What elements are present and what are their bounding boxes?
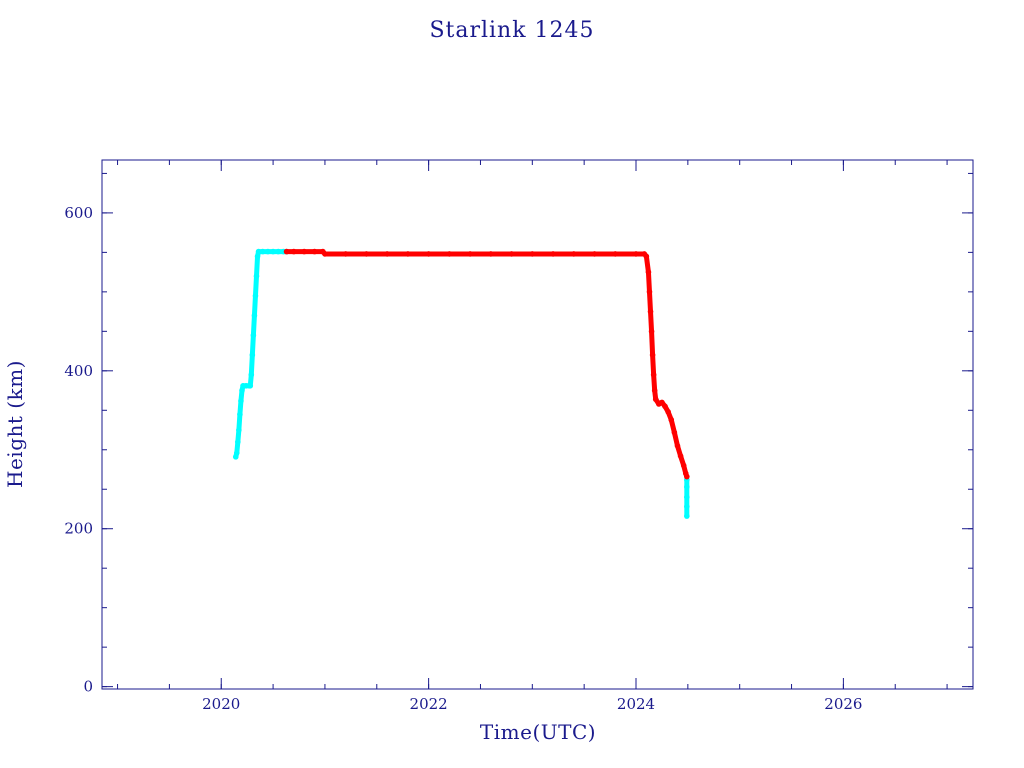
data-point [529, 251, 536, 257]
x-tick-label: 2022 [410, 695, 448, 713]
data-point [342, 251, 349, 257]
data-point [508, 251, 515, 257]
data-point [250, 332, 257, 339]
data-point [649, 352, 656, 358]
data-point [255, 248, 262, 255]
y-axis-label: Height (km) [3, 360, 27, 488]
plot-frame [101, 159, 974, 690]
data-point [283, 248, 290, 255]
data-point [684, 473, 690, 480]
data-point [659, 399, 665, 406]
data-point [652, 396, 659, 403]
chart-title: Starlink 1245 [429, 18, 594, 43]
data-point [467, 251, 473, 257]
x-tick-label: 2024 [617, 695, 655, 713]
data-point [651, 387, 658, 394]
data-point [254, 253, 261, 260]
data-point [591, 251, 598, 257]
data-point [265, 248, 271, 255]
series-0 [232, 248, 690, 519]
data-point [647, 308, 654, 315]
data-point [633, 251, 639, 257]
major-ticks [102, 160, 973, 689]
data-point [677, 453, 684, 459]
series-1 [283, 248, 690, 480]
data-point [237, 411, 243, 418]
data-point [405, 251, 411, 257]
data-point [665, 409, 671, 415]
series-line [284, 249, 690, 480]
data-point [236, 427, 242, 433]
data-point [270, 248, 276, 255]
x-tick-label: 2020 [202, 695, 240, 713]
data-point [645, 269, 652, 275]
data-point [650, 371, 657, 378]
data-point [363, 251, 370, 257]
data-point [322, 251, 328, 257]
data-point [684, 513, 690, 519]
data-point [648, 328, 655, 335]
series-line [233, 249, 290, 460]
y-tick-label: 400 [64, 362, 93, 380]
data-point [668, 416, 675, 423]
data-point [612, 251, 619, 257]
data-point [311, 248, 318, 255]
data-point [662, 403, 668, 410]
data-point [680, 462, 687, 469]
data-point [252, 293, 259, 299]
data-point [570, 251, 577, 257]
data-point [251, 312, 258, 319]
y-tick-label: 0 [83, 678, 93, 696]
data-point [235, 439, 241, 445]
data-point [446, 251, 453, 257]
series-layer [232, 248, 690, 519]
data-point [275, 248, 282, 255]
data-point [643, 253, 650, 260]
y-tick-label: 200 [64, 520, 93, 538]
data-point [646, 289, 653, 295]
data-point [488, 251, 494, 257]
data-point [684, 494, 690, 500]
data-point [247, 383, 254, 389]
data-point [249, 352, 256, 358]
x-tick-label: 2026 [824, 695, 862, 713]
minor-ticks [102, 160, 973, 689]
y-tick-label: 600 [64, 204, 93, 222]
data-point [384, 251, 390, 257]
data-point [248, 371, 255, 378]
data-point [301, 248, 307, 255]
data-point [233, 450, 240, 456]
data-point [259, 248, 266, 255]
data-point [238, 398, 244, 404]
data-point [671, 429, 678, 436]
data-point [291, 248, 297, 255]
data-point [550, 251, 556, 257]
data-point [425, 251, 432, 257]
data-point [684, 484, 690, 490]
data-point [674, 443, 681, 449]
data-point [239, 387, 245, 394]
data-point [253, 273, 260, 279]
tick-labels: 2020 2022 2024 2026 0 200 400 600 [64, 204, 862, 713]
x-axis-label: Time(UTC) [480, 720, 596, 744]
data-point [684, 503, 690, 510]
